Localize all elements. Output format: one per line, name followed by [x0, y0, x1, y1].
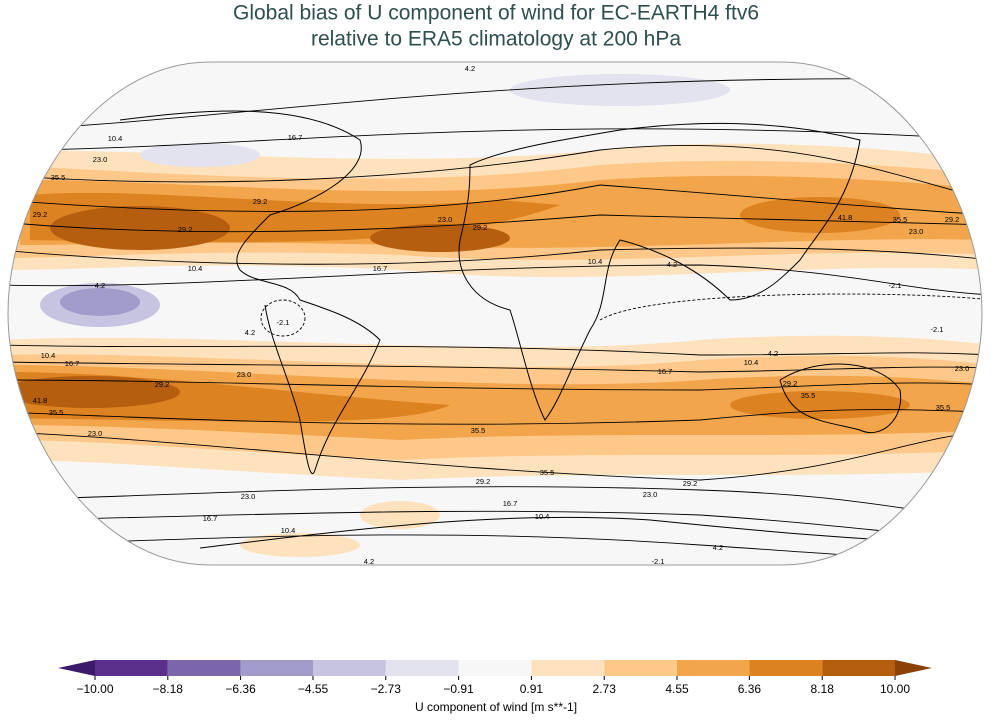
title-line: Global bias of U component of wind for E…	[233, 2, 759, 25]
contour-label: 41.8	[33, 396, 48, 405]
map-outline	[7, 61, 983, 566]
colorbar-box	[531, 660, 605, 676]
coastlines	[119, 110, 982, 549]
colorbar: −10.00 −8.18 −6.36 −4.55 −2.73 −0.91 0.91 2.73 4…	[58, 660, 932, 696]
contour-label: 29.2	[783, 379, 798, 388]
contour-label: 29.2	[683, 479, 698, 488]
contour-label: -2.1	[931, 325, 944, 334]
contour-label: 10.4	[108, 134, 123, 143]
contour-label: 35.5	[49, 408, 64, 417]
colorbar-tick-label: 10.00	[880, 682, 910, 696]
contour-label: -2.1	[277, 318, 290, 327]
contour-label: -2.1	[652, 557, 665, 566]
contour-label: 29.2	[253, 197, 268, 206]
contour-label: 23.0	[241, 492, 256, 501]
colorbar-tick-label: −8.18	[153, 682, 184, 696]
contour-label: 35.5	[471, 426, 486, 435]
contour-label: 10.4	[535, 512, 550, 521]
bias-field	[8, 74, 982, 557]
colorbar-box	[95, 660, 168, 676]
colorbar-extend	[895, 660, 932, 676]
colorbar-box	[458, 660, 532, 676]
contour-label: 35.5	[801, 391, 816, 400]
colorbar-box	[822, 660, 895, 676]
colorbar-box	[313, 660, 386, 676]
contour-label: 4.2	[95, 281, 105, 290]
contour-label: 35.5	[936, 403, 951, 412]
colorbar-box	[677, 660, 750, 676]
contour-label: 29.2	[178, 225, 193, 234]
colorbar-tick-label: 2.73	[593, 682, 617, 696]
map	[8, 62, 982, 565]
colorbar-box	[167, 660, 241, 676]
contour-label: 10.4	[744, 358, 759, 367]
contour-label: 10.4	[588, 257, 603, 266]
contour-label: 23.0	[88, 429, 103, 438]
contour-label: 29.2	[473, 223, 488, 232]
contour-label: 35.5	[51, 173, 66, 182]
colorbar-tick-label: 4.55	[665, 682, 689, 696]
contour-label: 4.2	[465, 64, 475, 73]
contour-label: 16.7	[373, 264, 388, 273]
contour-label: 10.4	[41, 351, 56, 360]
contour-label: 16.7	[203, 514, 218, 523]
contour-label: 23.0	[909, 227, 924, 236]
contour-label: 23.0	[438, 215, 453, 224]
contour-label: 29.2	[33, 210, 48, 219]
contour-label: 4.2	[667, 260, 677, 269]
colorbar-box	[604, 660, 677, 676]
colorbar-box	[749, 660, 823, 676]
contour-label: 16.7	[503, 499, 518, 508]
colorbar-tick-label: −2.73	[371, 682, 402, 696]
colorbar-tick-label: −0.91	[443, 682, 474, 696]
contour-label: 23.0	[237, 370, 252, 379]
contour-label: 29.2	[945, 215, 960, 224]
contour-label: 29.2	[155, 380, 170, 389]
colorbar-tick-label: 8.18	[811, 682, 835, 696]
contour-label: 16.7	[65, 359, 80, 368]
contour-label: 10.4	[281, 526, 296, 535]
colorbar-box	[240, 660, 313, 676]
contour-label: 23.0	[643, 490, 658, 499]
title-line: relative to ERA5 climatology at 200 hPa	[311, 28, 681, 51]
contour-label: 4.2	[713, 543, 723, 552]
contour-label: 4.2	[245, 328, 255, 337]
colorbar-extend	[58, 660, 95, 676]
colorbar-tick-label: 6.36	[738, 682, 762, 696]
contour-label: -2.1	[889, 281, 902, 290]
contour-label: 35.5	[540, 468, 555, 477]
colorbar-box	[385, 660, 459, 676]
colorbar-tick-label: 0.91	[520, 682, 544, 696]
contour-label: 4.2	[768, 349, 778, 358]
contours	[8, 78, 982, 561]
colorbar-tick-label: −10.00	[76, 682, 113, 696]
contour-label: 35.5	[893, 215, 908, 224]
contour-label: 16.7	[658, 367, 673, 376]
contour-label: 10.4	[188, 264, 203, 273]
colorbar-tick-label: −4.55	[298, 682, 329, 696]
contour-label: 23.0	[955, 364, 970, 373]
contour-label: 29.2	[476, 477, 491, 486]
contour-label: 16.7	[288, 133, 303, 142]
contour-label: 41.8	[838, 213, 853, 222]
contour-label: 4.2	[364, 557, 374, 566]
colorbar-label: U component of wind [m s**-1]	[415, 700, 577, 714]
contour-labels: 4.210.4 16.723.035.529.229.229.210.4 16.74…	[33, 64, 970, 566]
contour-label: 23.0	[93, 155, 108, 164]
colorbar-tick-label: −6.36	[225, 682, 256, 696]
